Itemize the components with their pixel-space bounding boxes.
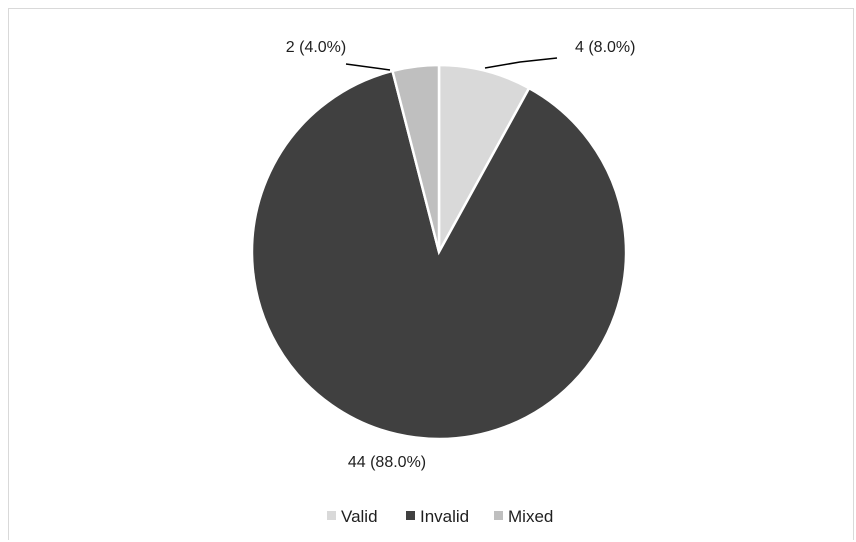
pie-slices [250, 63, 628, 441]
legend: Valid Invalid Mixed [327, 507, 553, 526]
legend-swatch-valid [327, 511, 336, 520]
leader-lines [345, 57, 558, 71]
data-labels: 4 (8.0%) 44 (88.0%) 2 (4.0%) [286, 39, 636, 471]
legend-label-invalid: Invalid [420, 507, 469, 526]
leader-line-mixed [345, 63, 391, 71]
leader-line-valid [484, 57, 558, 69]
legend-item-invalid: Invalid [406, 507, 469, 526]
data-label-valid: 4 (8.0%) [575, 39, 635, 56]
data-label-mixed: 2 (4.0%) [286, 39, 346, 56]
pie-slice-invalid [250, 69, 628, 441]
legend-label-mixed: Mixed [508, 507, 553, 526]
legend-label-valid: Valid [341, 507, 378, 526]
data-label-invalid: 44 (88.0%) [348, 454, 426, 471]
legend-item-valid: Valid [327, 507, 378, 526]
legend-item-mixed: Mixed [494, 507, 553, 526]
pie-slice-valid [437, 63, 531, 253]
legend-swatch-invalid [406, 511, 415, 520]
legend-swatch-mixed [494, 511, 503, 520]
pie-slice-mixed [390, 63, 441, 253]
